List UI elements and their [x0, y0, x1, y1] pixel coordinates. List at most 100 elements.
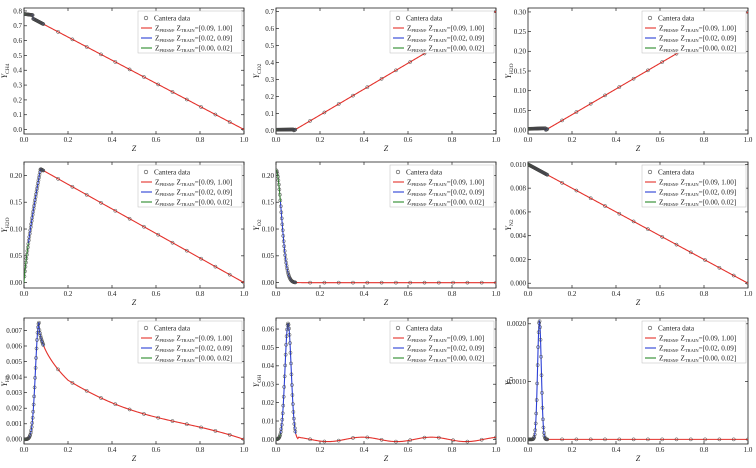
x-tick-label: 0.2: [316, 136, 325, 144]
cantera-point: [30, 13, 35, 17]
cantera-point: [336, 102, 341, 106]
x-tick-label: 1.0: [492, 290, 501, 298]
cantera-point: [199, 425, 203, 430]
cantera-point: [286, 271, 290, 275]
cantera-point: [531, 437, 536, 441]
cantera-point: [422, 435, 427, 440]
x-tick-label: 0.6: [152, 290, 161, 298]
legend-label: ZPRISM, ZTRAIN=[0.00, 0.02]: [659, 45, 736, 54]
cantera-point: [660, 437, 665, 442]
y-tick-label: 0.0010: [507, 378, 527, 386]
x-tick-label: 0.6: [152, 446, 161, 454]
cantera-point: [451, 438, 455, 443]
cantera-point: [33, 375, 37, 380]
cantera-point: [703, 437, 707, 442]
y-tick-label: 0.0000: [507, 436, 527, 444]
y-tick-label: 0.000: [510, 280, 526, 288]
y-axis-label: YO: [504, 377, 515, 385]
y-tick-label: 0.15: [10, 199, 23, 207]
cantera-point: [199, 105, 203, 109]
cantera-point: [717, 265, 722, 270]
y-tick-label: 0.10: [514, 87, 527, 95]
cantera-point: [336, 280, 341, 285]
x-tick-label: 0.8: [196, 290, 205, 298]
y-tick-label: 0.006: [510, 208, 526, 216]
x-tick-label: 0.6: [404, 290, 413, 298]
cantera-point: [39, 335, 43, 340]
y-tick-label: 0.4: [265, 59, 274, 67]
cantera-point: [284, 334, 289, 339]
cantera-point: [281, 403, 286, 408]
legend-label: ZPRISM, ZTRAIN=[0.00, 0.02]: [155, 355, 232, 364]
cantera-point: [646, 437, 650, 442]
cantera-point: [351, 436, 355, 440]
cantera-point: [156, 415, 161, 420]
cantera-point: [36, 181, 40, 185]
cantera-point: [278, 432, 283, 437]
y-tick-label: 0.05: [262, 344, 275, 352]
y-tick-label: 0.5: [265, 42, 274, 50]
cantera-point: [38, 331, 42, 336]
legend-box: [137, 10, 243, 54]
x-axis-label: Z: [636, 454, 641, 463]
cantera-point: [279, 210, 284, 215]
cantera-point: [746, 437, 748, 442]
x-tick-label: 0.6: [656, 290, 665, 298]
legend-label: ZPRISM, ZTRAIN=[0.00, 0.02]: [659, 199, 736, 208]
cantera-point: [541, 417, 545, 422]
cantera-point: [545, 172, 550, 177]
y-tick-label: 0.7: [265, 8, 274, 16]
cantera-point: [534, 398, 539, 402]
cantera-point: [379, 437, 384, 442]
cantera-point: [308, 437, 312, 442]
cantera-point: [535, 381, 540, 386]
cantera-point: [631, 219, 636, 224]
legend-marker: [395, 169, 401, 175]
cantera-point: [322, 280, 327, 285]
cantera-point: [574, 437, 579, 442]
legend-box: [641, 320, 747, 364]
y-tick-label: 0.15: [262, 199, 275, 207]
cantera-point: [688, 437, 693, 442]
legend-label: ZPRISM, ZTRAIN=[0.00, 0.02]: [155, 45, 232, 54]
y-tick-label: 0.006: [6, 342, 22, 350]
chart-panel-2: 0.0 0.2 0.4 0.6 0.8 1.0 0.0 0.1 0.2 0.3 0.4 0.5 0.6 0…: [252, 7, 501, 153]
cantera-point: [283, 253, 288, 258]
y-tick-label: 0.3: [265, 76, 274, 84]
cantera-point: [479, 437, 484, 442]
cantera-point: [24, 274, 27, 279]
cantera-point: [731, 437, 736, 442]
y-axis-label: YCH4: [0, 63, 11, 78]
x-tick-label: 1.0: [492, 136, 501, 144]
cantera-point: [494, 435, 496, 440]
cantera-point: [113, 402, 118, 407]
cantera-point: [28, 430, 33, 435]
cantera-point: [603, 93, 607, 98]
cantera-point: [280, 222, 285, 227]
cantera-point: [242, 437, 244, 442]
y-tick-label: 0.6: [13, 37, 22, 45]
cantera-point: [408, 438, 413, 443]
cantera-point: [277, 436, 281, 440]
x-axis-label: Z: [384, 144, 389, 153]
cantera-point: [408, 60, 413, 64]
y-tick-label: 0.00: [262, 279, 275, 287]
y-tick-label: 0.06: [262, 325, 275, 333]
cantera-point: [99, 52, 103, 57]
cantera-point: [278, 198, 283, 203]
legend-label: Cantera data: [154, 15, 191, 23]
cantera-point: [276, 171, 280, 176]
x-axis-label: Z: [384, 454, 389, 463]
y-axis-label: YCO2: [252, 63, 263, 78]
cantera-point: [84, 388, 89, 393]
x-tick-label: 0.0: [272, 446, 281, 454]
cantera-point: [33, 198, 37, 202]
x-tick-label: 0.6: [656, 446, 665, 454]
cantera-point: [35, 186, 39, 191]
cantera-point: [533, 428, 538, 433]
y-tick-label: 0.20: [10, 172, 23, 180]
x-tick-label: 1.0: [744, 136, 753, 144]
cantera-point: [560, 437, 564, 442]
x-tick-label: 1.0: [240, 290, 249, 298]
x-tick-label: 0.4: [108, 290, 117, 298]
